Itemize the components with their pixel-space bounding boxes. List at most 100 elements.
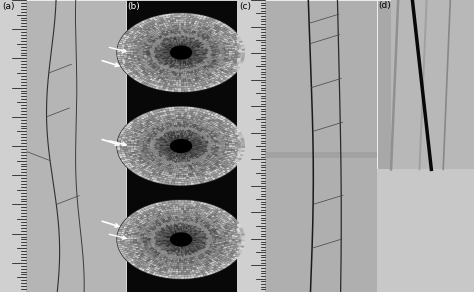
Polygon shape bbox=[140, 48, 144, 50]
Polygon shape bbox=[162, 233, 165, 234]
Polygon shape bbox=[163, 130, 166, 132]
Polygon shape bbox=[206, 53, 209, 54]
Polygon shape bbox=[146, 55, 150, 56]
Polygon shape bbox=[138, 209, 143, 212]
Polygon shape bbox=[135, 152, 138, 154]
Polygon shape bbox=[181, 228, 182, 230]
Polygon shape bbox=[197, 78, 201, 80]
Polygon shape bbox=[190, 173, 193, 175]
Polygon shape bbox=[215, 119, 219, 121]
Polygon shape bbox=[168, 235, 171, 236]
Polygon shape bbox=[174, 32, 176, 34]
Polygon shape bbox=[143, 148, 147, 150]
Polygon shape bbox=[205, 48, 209, 49]
Polygon shape bbox=[194, 156, 197, 158]
Polygon shape bbox=[156, 22, 160, 25]
Polygon shape bbox=[191, 119, 195, 122]
Polygon shape bbox=[238, 142, 242, 144]
Polygon shape bbox=[219, 41, 222, 44]
Polygon shape bbox=[211, 249, 215, 251]
Polygon shape bbox=[168, 160, 171, 162]
Polygon shape bbox=[162, 69, 165, 71]
Polygon shape bbox=[179, 25, 181, 27]
Polygon shape bbox=[176, 246, 178, 248]
Polygon shape bbox=[175, 137, 177, 139]
Polygon shape bbox=[203, 20, 207, 23]
Polygon shape bbox=[163, 53, 166, 54]
Polygon shape bbox=[146, 128, 150, 130]
Polygon shape bbox=[222, 51, 226, 53]
Polygon shape bbox=[221, 58, 225, 60]
Polygon shape bbox=[167, 220, 170, 222]
Polygon shape bbox=[166, 215, 169, 218]
Polygon shape bbox=[175, 250, 177, 253]
Polygon shape bbox=[160, 50, 163, 51]
Polygon shape bbox=[212, 146, 216, 147]
Polygon shape bbox=[191, 209, 194, 211]
Polygon shape bbox=[178, 88, 181, 90]
Polygon shape bbox=[183, 224, 185, 226]
Polygon shape bbox=[177, 121, 179, 123]
Polygon shape bbox=[145, 123, 149, 125]
Polygon shape bbox=[161, 253, 164, 255]
Polygon shape bbox=[192, 242, 195, 243]
Polygon shape bbox=[178, 139, 179, 141]
Polygon shape bbox=[151, 216, 155, 218]
Polygon shape bbox=[145, 216, 149, 219]
Polygon shape bbox=[186, 223, 188, 225]
Polygon shape bbox=[197, 25, 201, 27]
Polygon shape bbox=[175, 29, 177, 32]
Polygon shape bbox=[232, 51, 235, 53]
Polygon shape bbox=[199, 230, 202, 232]
Polygon shape bbox=[121, 47, 124, 49]
Polygon shape bbox=[156, 128, 159, 130]
Polygon shape bbox=[222, 54, 226, 55]
Polygon shape bbox=[152, 253, 155, 255]
Polygon shape bbox=[189, 132, 191, 134]
Polygon shape bbox=[175, 233, 177, 235]
Polygon shape bbox=[181, 117, 183, 119]
Polygon shape bbox=[175, 113, 178, 115]
Polygon shape bbox=[147, 150, 151, 152]
Polygon shape bbox=[208, 47, 211, 48]
Polygon shape bbox=[186, 167, 189, 169]
Polygon shape bbox=[143, 239, 146, 241]
Polygon shape bbox=[169, 228, 172, 230]
Polygon shape bbox=[202, 55, 205, 57]
Polygon shape bbox=[124, 131, 128, 133]
Polygon shape bbox=[212, 239, 216, 241]
Polygon shape bbox=[148, 63, 152, 65]
Polygon shape bbox=[121, 66, 126, 69]
Polygon shape bbox=[156, 174, 160, 176]
Polygon shape bbox=[208, 159, 212, 161]
Polygon shape bbox=[153, 226, 157, 228]
Polygon shape bbox=[203, 162, 206, 164]
Polygon shape bbox=[183, 265, 186, 267]
Polygon shape bbox=[235, 234, 238, 236]
Polygon shape bbox=[160, 48, 164, 50]
Polygon shape bbox=[191, 243, 194, 244]
Polygon shape bbox=[176, 230, 178, 232]
Polygon shape bbox=[147, 124, 151, 127]
Polygon shape bbox=[144, 33, 148, 35]
Polygon shape bbox=[134, 162, 138, 164]
Polygon shape bbox=[183, 269, 186, 271]
Polygon shape bbox=[221, 47, 225, 48]
Polygon shape bbox=[140, 26, 145, 29]
Polygon shape bbox=[156, 160, 160, 162]
Polygon shape bbox=[207, 152, 210, 154]
Polygon shape bbox=[162, 25, 165, 27]
Polygon shape bbox=[128, 244, 131, 246]
Polygon shape bbox=[148, 220, 152, 223]
Polygon shape bbox=[206, 273, 210, 275]
Polygon shape bbox=[159, 222, 163, 225]
Polygon shape bbox=[235, 250, 239, 253]
Polygon shape bbox=[192, 237, 196, 238]
Polygon shape bbox=[176, 41, 178, 44]
Polygon shape bbox=[187, 154, 190, 156]
Polygon shape bbox=[208, 68, 212, 70]
Polygon shape bbox=[132, 247, 136, 249]
Polygon shape bbox=[186, 44, 189, 46]
Polygon shape bbox=[192, 64, 195, 66]
Polygon shape bbox=[206, 21, 210, 24]
